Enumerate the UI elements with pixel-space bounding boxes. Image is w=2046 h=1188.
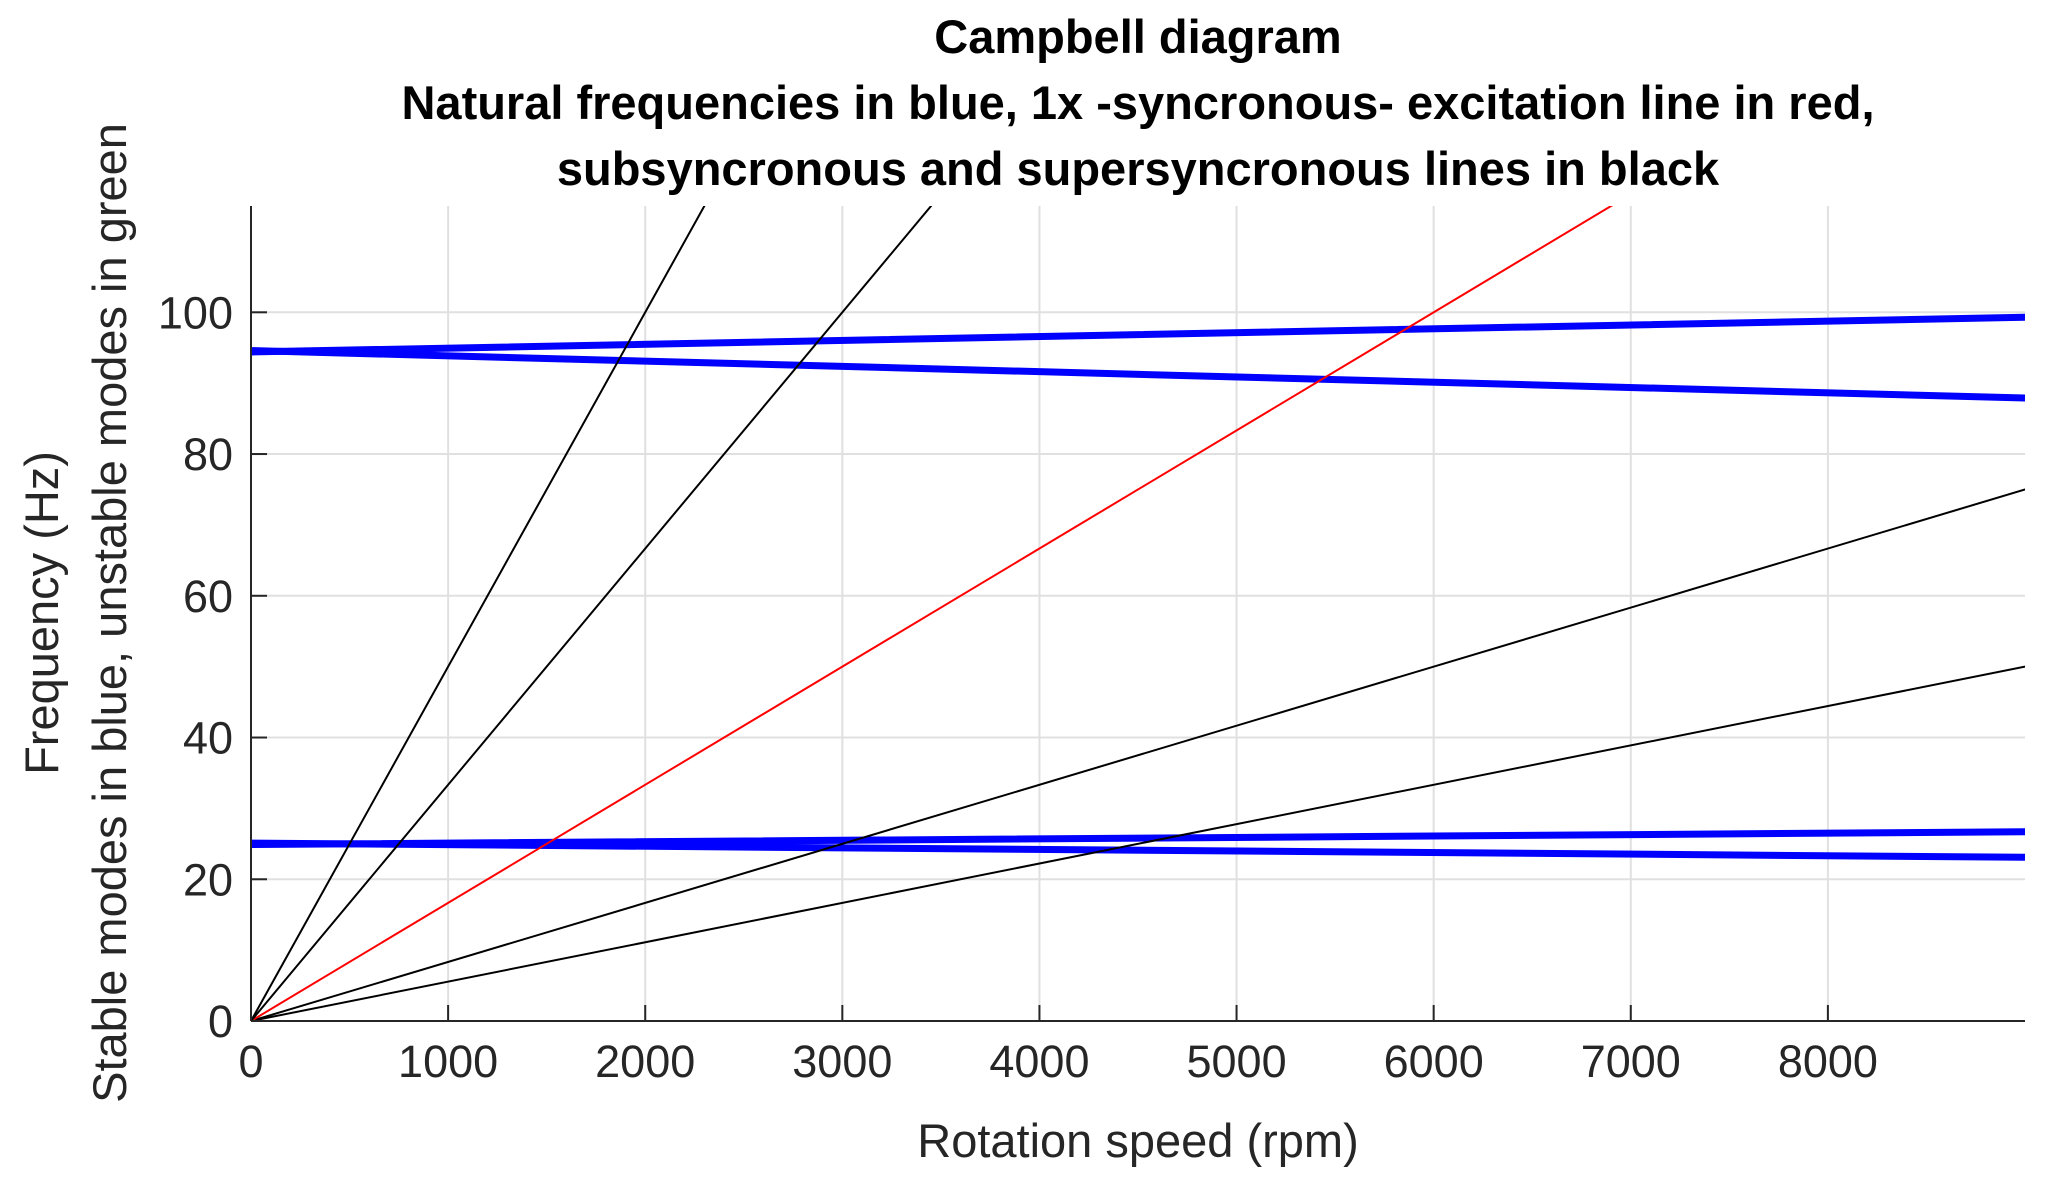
x-tick-label-2: 2000: [595, 1036, 695, 1087]
x-tick-label-8: 8000: [1778, 1036, 1878, 1087]
y-tick-label-0: 0: [208, 996, 233, 1047]
chart-title-line-1: Campbell diagram: [934, 10, 1341, 63]
series-excitation-3x: [251, 206, 706, 1021]
series-excitation-0.33x: [251, 665, 2025, 1021]
x-ticks: 0 1000 2000 3000 4000 5000 6000 7000 8000: [238, 1005, 1878, 1087]
series-natural-frequency-3: [251, 347, 2025, 402]
y-tick-label-4: 80: [183, 429, 233, 480]
series-excitation-0.5x: [251, 488, 2025, 1021]
x-tick-label-1: 1000: [398, 1036, 498, 1087]
axes: [250, 206, 2025, 1022]
series-excitation-1x: [251, 206, 1614, 1021]
x-tick-label-0: 0: [238, 1036, 263, 1087]
grid-lines: [251, 206, 2025, 1021]
chart-title-line-2: Natural frequencies in blue, 1x -syncron…: [401, 76, 1874, 129]
plot-series: [251, 206, 2025, 1021]
y-axis-label-line-2: Frequency (Hz): [15, 451, 68, 775]
x-tick-label-3: 3000: [792, 1036, 892, 1087]
chart-title-line-3: subsyncronous and supersyncronous lines …: [557, 142, 1720, 195]
y-ticks: 0 20 40 60 80 100: [158, 287, 267, 1047]
y-tick-label-3: 60: [183, 571, 233, 622]
x-tick-label-5: 5000: [1187, 1036, 1287, 1087]
y-axis-label-line-1: Stable modes in blue, unstable modes in …: [83, 123, 136, 1103]
y-tick-label-5: 100: [158, 287, 233, 338]
x-tick-label-6: 6000: [1384, 1036, 1484, 1087]
series-natural-frequency-4: [251, 313, 2025, 356]
y-tick-label-1: 20: [183, 854, 233, 905]
x-tick-label-7: 7000: [1581, 1036, 1681, 1087]
series-excitation-2x: [251, 206, 933, 1021]
series-natural-frequency-2: [251, 828, 2025, 849]
y-tick-label-2: 40: [183, 713, 233, 764]
x-axis-label: Rotation speed (rpm): [917, 1114, 1358, 1167]
x-tick-label-4: 4000: [989, 1036, 1089, 1087]
